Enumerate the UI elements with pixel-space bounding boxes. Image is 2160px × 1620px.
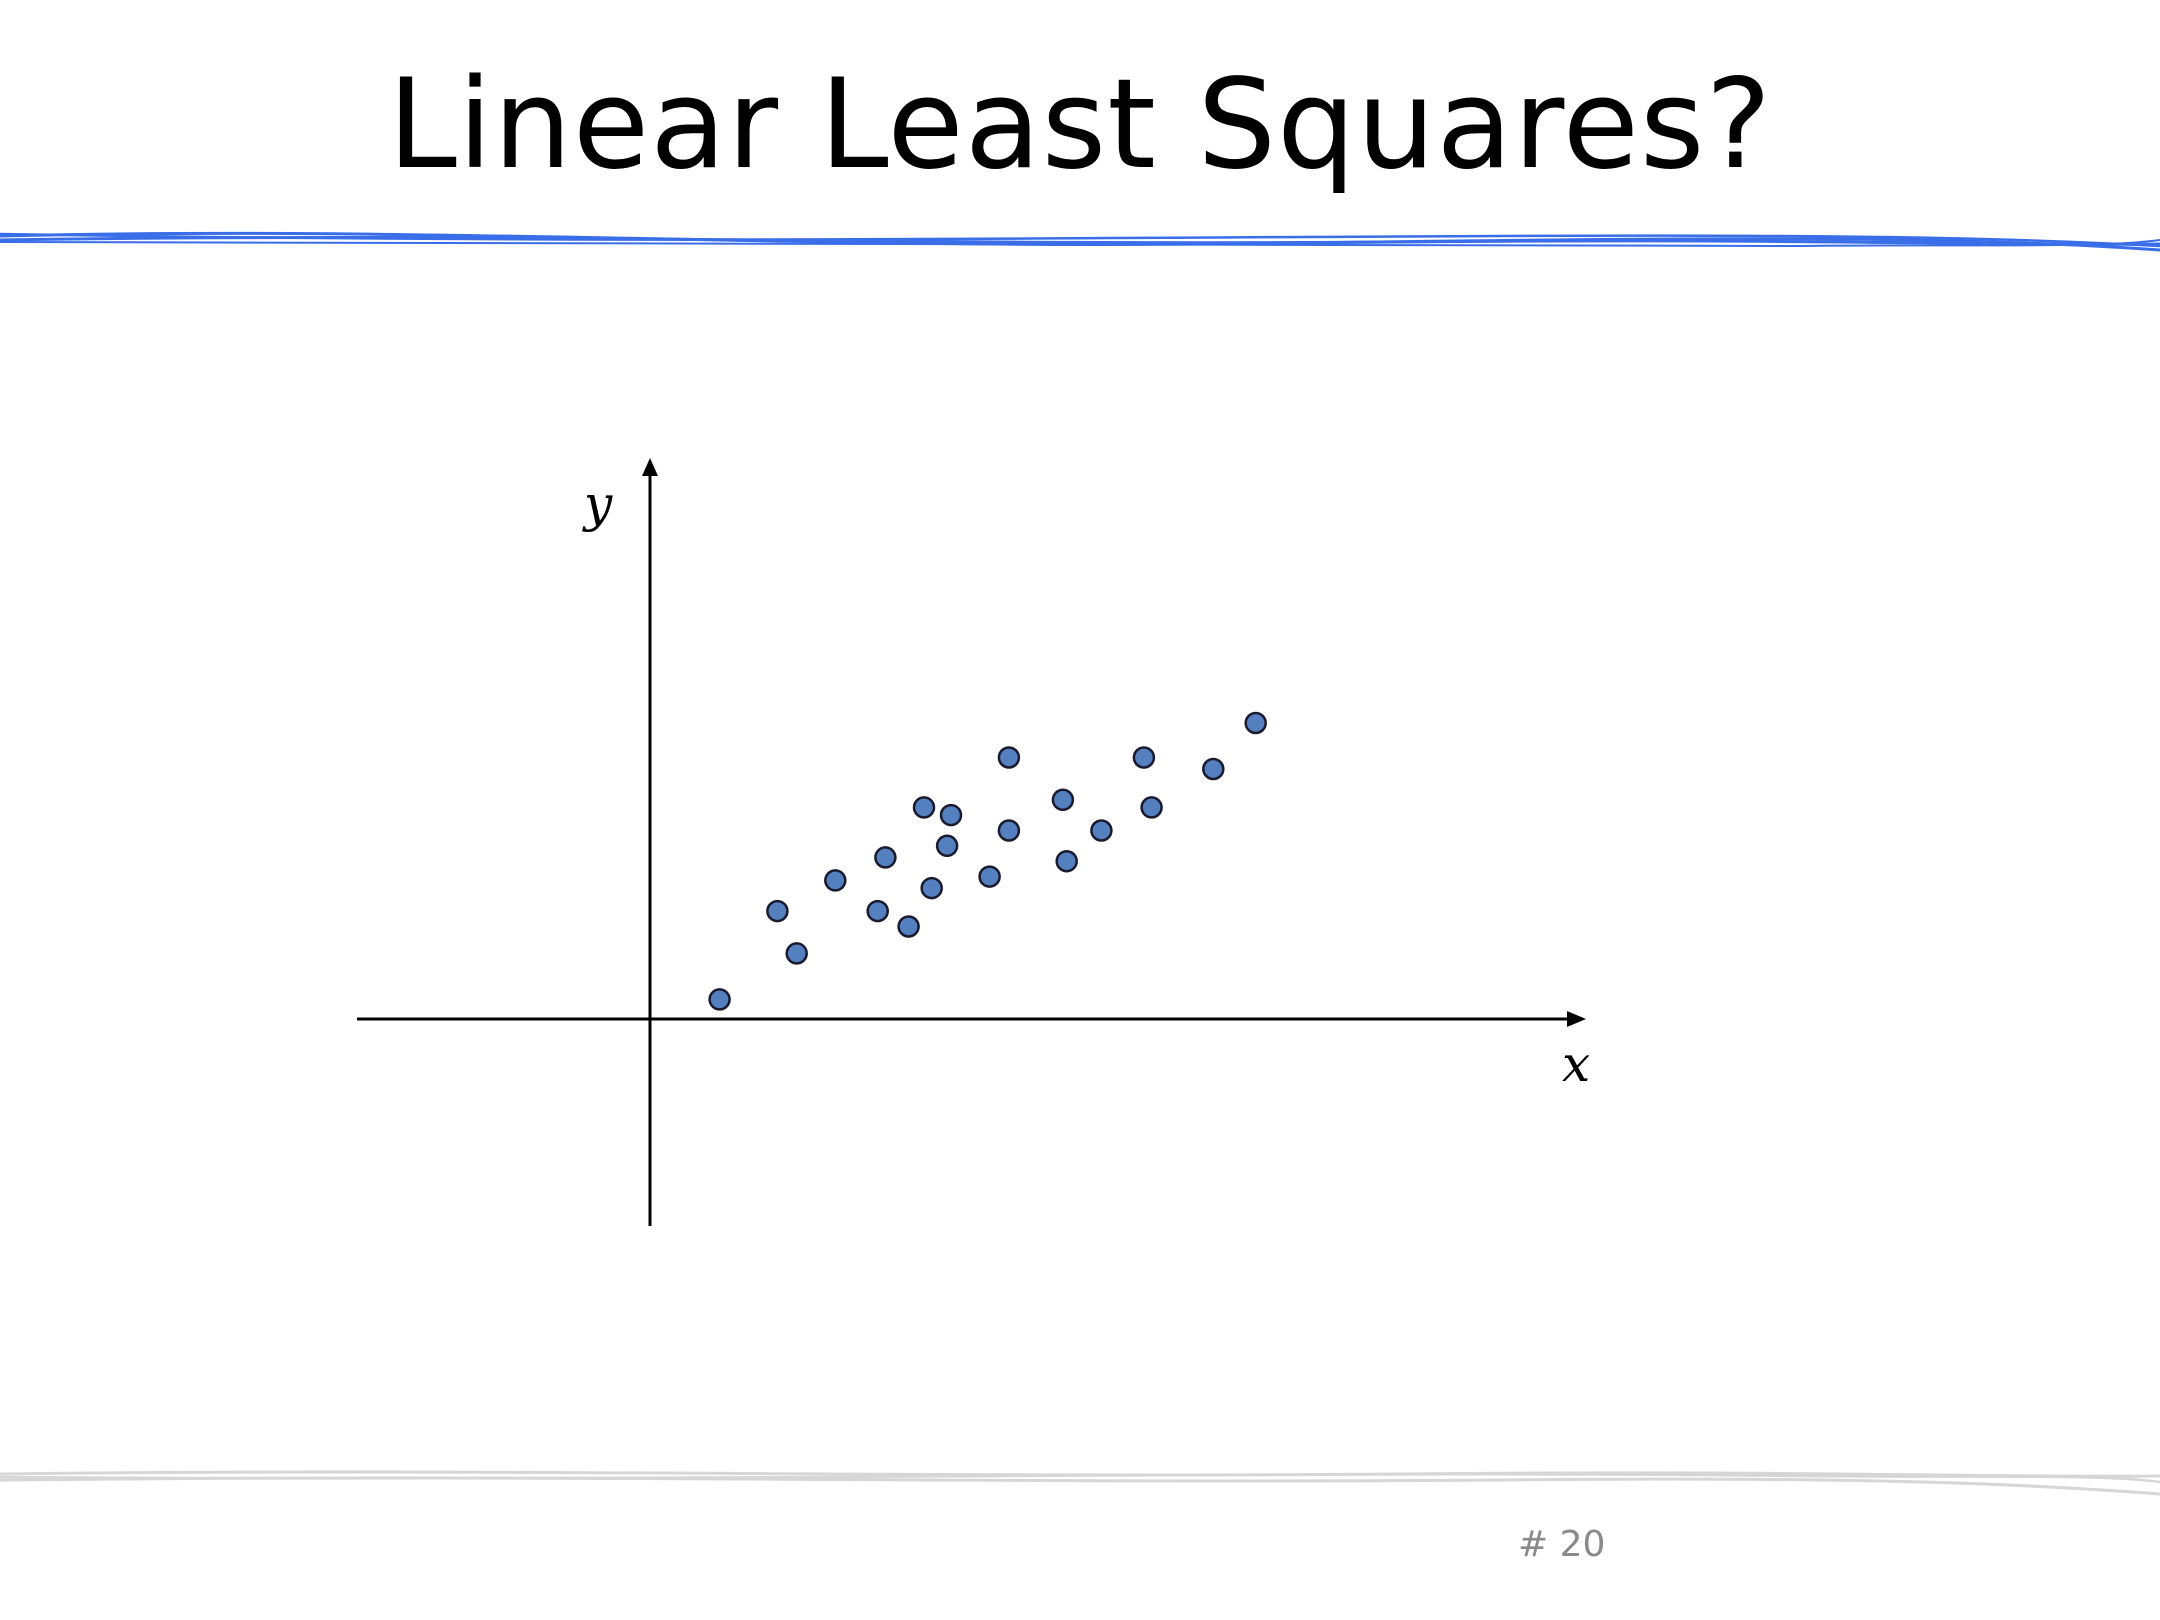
data-point [997,819,1021,842]
data-point [785,942,808,965]
data-point [997,746,1021,769]
rule-stroke-3 [0,232,2160,248]
data-point [935,834,959,858]
data-point [1090,819,1113,842]
data-point [1132,746,1156,769]
data-point [1051,788,1075,812]
slide-title: Linear Least Squares? [387,53,1773,197]
data-point [1055,849,1078,873]
y-axis-arrowhead [642,458,658,476]
data-point [1202,757,1225,781]
data-point [824,869,847,892]
title-underline-rule [0,231,2160,252]
y-axis-label: y [582,475,613,533]
data-point [1244,711,1267,735]
data-point [939,803,963,827]
data-point [920,876,943,900]
data-point [766,899,789,923]
x-axis-arrowhead [1567,1011,1586,1027]
data-points [708,711,1267,1011]
page-number: # 20 [1518,1524,1606,1565]
footer-stroke-3 [0,1473,2160,1484]
x-axis-label: x [1562,1035,1590,1093]
data-point [874,846,897,869]
data-point [866,899,889,923]
data-point [897,915,920,938]
data-point [1140,796,1163,819]
data-point [978,865,1001,888]
data-point [912,796,936,819]
data-point [708,988,731,1011]
